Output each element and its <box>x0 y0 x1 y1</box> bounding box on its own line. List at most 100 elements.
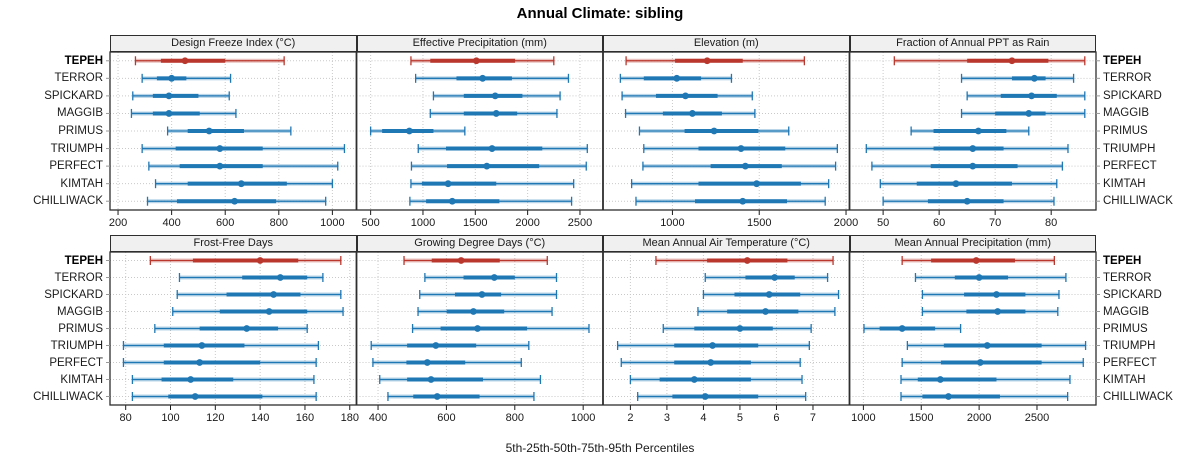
chart-title: Annual Climate: sibling <box>516 5 684 22</box>
percentiles-caption: 5th-25th-50th-75th-95th Percentiles <box>505 441 695 455</box>
site-label-left-kimtah: KIMTAH <box>60 373 103 386</box>
x-tick-label: 1000 <box>851 412 875 424</box>
site-label-left-maggib: MAGGIB <box>56 305 103 318</box>
x-tick-label: 1000 <box>660 217 684 229</box>
x-tick-label: 800 <box>506 412 524 424</box>
site-label-right-perfect: PERFECT <box>1103 356 1157 369</box>
site-label-right-chilliwack: CHILLIWACK <box>1103 195 1173 208</box>
x-tick-label: 80 <box>1045 217 1057 229</box>
x-tick-label: 400 <box>162 217 180 229</box>
x-tick-label: 2000 <box>967 412 991 424</box>
panel-strip-effective-precipitation: Effective Precipitation (mm) <box>356 35 603 52</box>
panel-strip-label: Frost-Free Days <box>193 237 273 249</box>
x-tick-label: 3 <box>664 412 670 424</box>
site-label-right-primus: PRIMUS <box>1103 125 1148 137</box>
x-tick-label: 70 <box>989 217 1001 229</box>
x-tick-label: 600 <box>437 412 455 424</box>
panel-strip-mean-annual-precipitation: Mean Annual Precipitation (mm) <box>849 235 1096 252</box>
x-tick-label: 2000 <box>834 217 858 229</box>
site-label-right-maggib: MAGGIB <box>1103 305 1150 318</box>
site-label-left-spickard: SPICKARD <box>44 288 103 301</box>
panel-strip-label: Elevation (m) <box>693 37 759 49</box>
site-label-left-triumph: TRIUMPH <box>50 339 103 352</box>
x-tick-label: 120 <box>206 412 224 424</box>
x-tick-label: 800 <box>270 217 288 229</box>
site-label-left-perfect: PERFECT <box>49 160 103 173</box>
site-label-left-tepeh: TEPEH <box>64 54 103 67</box>
site-label-left-chilliwack: CHILLIWACK <box>33 195 103 208</box>
panel-strip-label: Mean Annual Precipitation (mm) <box>894 237 1051 249</box>
site-label-right-spickard: SPICKARD <box>1103 89 1162 102</box>
x-tick-label: 1000 <box>320 217 344 229</box>
site-label-left-chilliwack: CHILLIWACK <box>33 390 103 403</box>
site-label-left-kimtah: KIMTAH <box>60 177 103 190</box>
panel-strip-label: Growing Degree Days (°C) <box>414 237 546 249</box>
site-label-right-primus: PRIMUS <box>1103 322 1148 335</box>
x-tick-label: 60 <box>933 217 945 229</box>
site-label-right-spickard: SPICKARD <box>1103 288 1162 301</box>
panel-strip-label: Effective Precipitation (mm) <box>412 37 547 49</box>
panel-strip-label: Fraction of Annual PPT as Rain <box>896 37 1050 49</box>
panel-plot-4: 80 100 120 140 160 180 <box>110 252 359 424</box>
panel-plot-7: 1000 1500 2000 2500 <box>849 252 1096 424</box>
panel-plot-1: 500 1000 1500 2000 2500 <box>356 52 603 229</box>
panel-strip-growing-degree-days: Growing Degree Days (°C) <box>356 235 603 252</box>
x-tick-label: 7 <box>810 412 816 424</box>
panel-plot-3: 50 60 70 80 <box>849 52 1096 229</box>
x-tick-label: 2500 <box>1025 412 1049 424</box>
site-label-right-chilliwack: CHILLIWACK <box>1103 390 1173 403</box>
site-label-right-maggib: MAGGIB <box>1103 107 1150 120</box>
site-label-right-triumph: TRIUMPH <box>1103 142 1156 155</box>
x-tick-label: 5 <box>737 412 743 424</box>
site-label-right-tepeh: TEPEH <box>1103 54 1142 67</box>
x-tick-label: 500 <box>361 217 379 229</box>
site-label-right-terror: TERROR <box>1103 72 1152 85</box>
panel-plot-0: 200 400 600 800 1000 <box>109 52 357 229</box>
site-label-left-primus: PRIMUS <box>58 125 103 137</box>
x-tick-label: 200 <box>109 217 127 229</box>
x-tick-label: 1500 <box>463 217 487 229</box>
x-tick-label: 600 <box>216 217 234 229</box>
x-tick-label: 180 <box>341 412 359 424</box>
x-tick-label: 1500 <box>747 217 771 229</box>
x-tick-label: 160 <box>296 412 314 424</box>
x-tick-label: 1000 <box>571 412 595 424</box>
site-label-right-triumph: TRIUMPH <box>1103 339 1156 352</box>
site-label-left-primus: PRIMUS <box>58 322 103 335</box>
site-label-left-terror: TERROR <box>54 271 103 284</box>
site-label-right-perfect: PERFECT <box>1103 160 1157 173</box>
panel-strip-label: Design Freeze Index (°C) <box>171 37 296 49</box>
x-tick-label: 140 <box>251 412 269 424</box>
site-label-left-spickard: SPICKARD <box>44 89 103 102</box>
x-tick-label: 2500 <box>568 217 592 229</box>
site-label-left-terror: TERROR <box>54 72 103 85</box>
x-tick-label: 2 <box>627 412 633 424</box>
x-tick-label: 4 <box>700 412 706 424</box>
site-label-right-tepeh: TEPEH <box>1103 254 1142 267</box>
panel-plot-6: 2 3 4 5 6 7 <box>603 252 850 424</box>
site-label-left-tepeh: TEPEH <box>64 254 103 267</box>
site-label-left-triumph: TRIUMPH <box>50 142 103 155</box>
x-tick-label: 80 <box>120 412 132 424</box>
panel-strip-elevation: Elevation (m) <box>603 35 850 52</box>
site-label-right-terror: TERROR <box>1103 271 1152 284</box>
x-tick-label: 100 <box>161 412 179 424</box>
panel-strip-design-freeze-index: Design Freeze Index (°C) <box>110 35 357 52</box>
panel-strip-frost-free-days: Frost-Free Days <box>110 235 357 252</box>
x-tick-label: 1500 <box>909 412 933 424</box>
x-tick-label: 2000 <box>515 217 539 229</box>
site-label-right-kimtah: KIMTAH <box>1103 177 1146 190</box>
x-tick-label: 1000 <box>411 217 435 229</box>
panel-plot-5: 400 600 800 1000 <box>356 252 603 424</box>
site-label-right-kimtah: KIMTAH <box>1103 373 1146 386</box>
panel-strip-mean-annual-air-temperature: Mean Annual Air Temperature (°C) <box>603 235 850 252</box>
x-tick-label: 50 <box>877 217 889 229</box>
site-label-left-perfect: PERFECT <box>49 356 103 369</box>
panel-strip-fraction-ppt-rain: Fraction of Annual PPT as Rain <box>849 35 1096 52</box>
panel-strip-label: Mean Annual Air Temperature (°C) <box>642 237 810 249</box>
x-tick-label: 400 <box>369 412 387 424</box>
panel-plot-2: 1000 1500 2000 <box>603 52 858 229</box>
x-tick-label: 6 <box>773 412 779 424</box>
